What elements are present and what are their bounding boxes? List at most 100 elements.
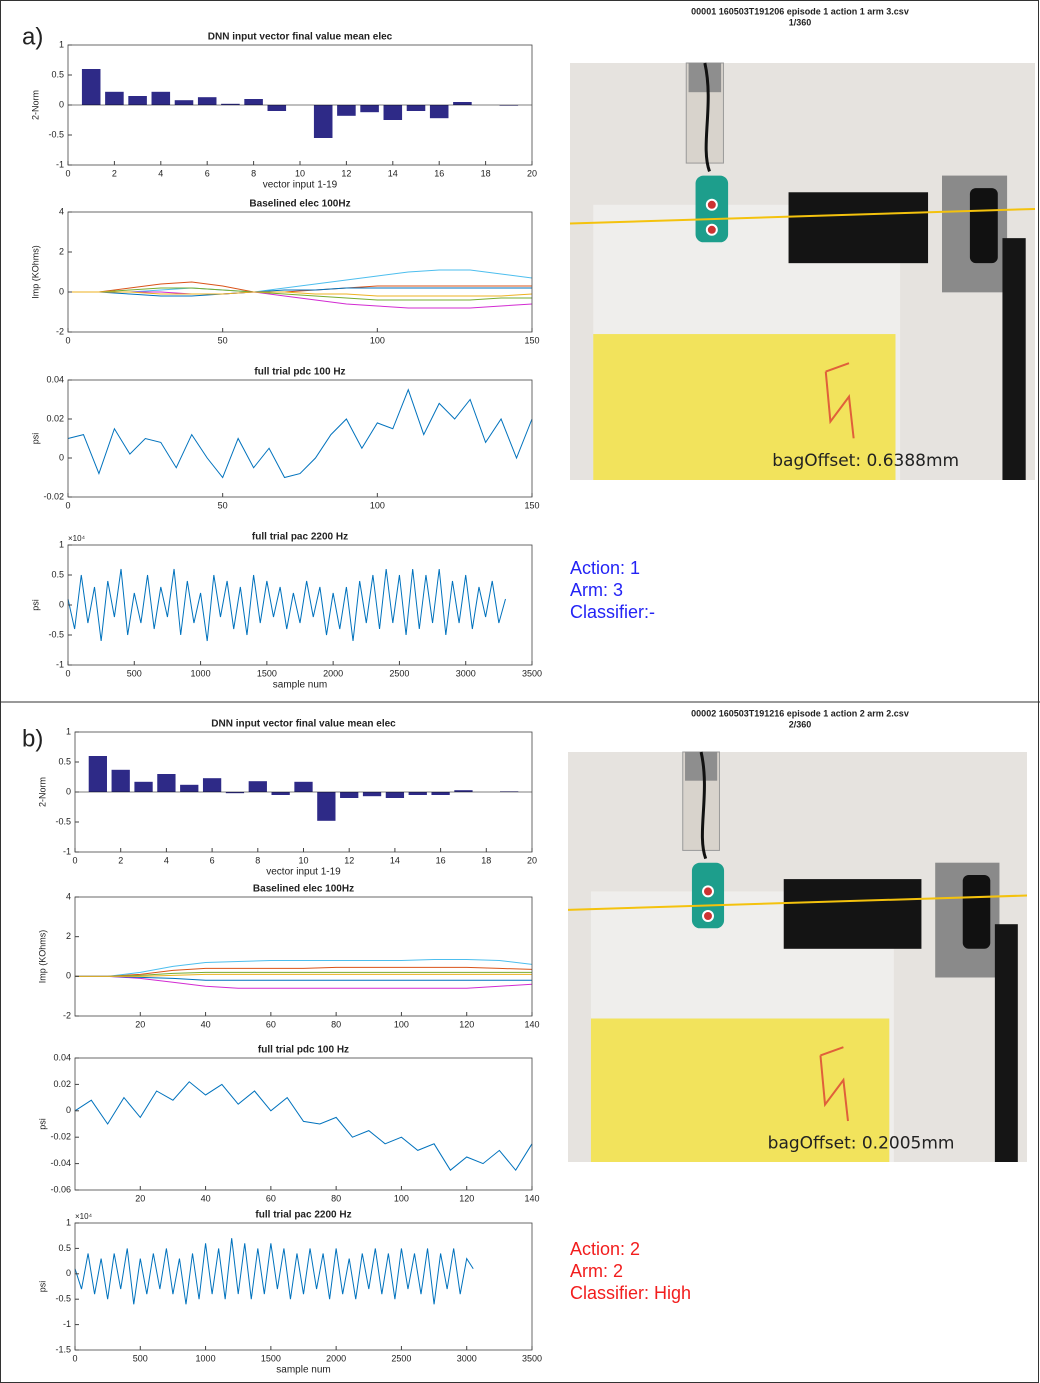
y-axis-label: psi xyxy=(37,1281,47,1293)
bar xyxy=(248,781,267,792)
x-tick-label: 100 xyxy=(394,1193,409,1203)
bar xyxy=(362,792,382,797)
file-title: 00001 160503T191206 episode 1 action 1 a… xyxy=(691,6,909,16)
stand-knob xyxy=(962,875,991,949)
line xyxy=(75,958,533,977)
cable xyxy=(703,62,711,172)
x-tick-label: 20 xyxy=(527,855,537,865)
x-tick-label: 1000 xyxy=(196,1353,216,1363)
axes-box xyxy=(74,1222,533,1351)
chart-title: full trial pdc 100 Hz xyxy=(258,1045,349,1056)
bar xyxy=(88,756,107,792)
electrode xyxy=(701,885,714,898)
electrode xyxy=(705,223,718,236)
x-tick-label: 2000 xyxy=(323,668,343,678)
chart-title: Baselined elec 100Hz xyxy=(249,199,350,210)
line xyxy=(75,966,533,977)
bar xyxy=(111,769,130,792)
y-multiplier: ×10⁴ xyxy=(68,534,86,543)
x-tick-label: 120 xyxy=(459,1193,474,1203)
bar xyxy=(454,790,473,792)
photo: bagOffset: 0.2005mm xyxy=(567,751,1028,1162)
stand-knob xyxy=(969,188,998,264)
bar xyxy=(431,792,450,795)
x-tick-label: 100 xyxy=(394,1019,409,1029)
x-tick-label: 3000 xyxy=(457,1353,477,1363)
y-tick-label: -1 xyxy=(63,846,71,856)
bar xyxy=(340,792,359,798)
bar xyxy=(406,105,426,111)
x-tick-label: 4 xyxy=(158,168,163,178)
y-tick-label: -1 xyxy=(63,1319,71,1329)
y-tick-label: 1 xyxy=(59,539,64,549)
y-tick-label: -0.5 xyxy=(48,129,64,139)
y-tick-label: 0 xyxy=(66,786,71,796)
y-tick-label: -2 xyxy=(56,326,64,336)
bar xyxy=(271,792,290,795)
bar xyxy=(134,781,153,792)
x-tick-label: 2000 xyxy=(326,1353,346,1363)
x-tick-label: 20 xyxy=(135,1193,145,1203)
line xyxy=(68,291,533,309)
line xyxy=(74,1238,474,1305)
x-tick-label: 3500 xyxy=(522,668,542,678)
y-tick-label: 0 xyxy=(59,99,64,109)
x-tick-label: 14 xyxy=(388,168,398,178)
x-tick-label: 16 xyxy=(434,168,444,178)
y-tick-label: 0.02 xyxy=(46,413,64,423)
bar xyxy=(453,102,472,105)
x-tick-label: 2500 xyxy=(389,668,409,678)
x-axis-label: sample num xyxy=(276,1365,330,1376)
y-tick-label: -0.06 xyxy=(50,1184,71,1194)
x-tick-label: 16 xyxy=(436,855,446,865)
line xyxy=(75,975,532,981)
x-tick-label: 120 xyxy=(459,1019,474,1029)
bag-line xyxy=(567,894,1028,911)
y-tick-label: -0.02 xyxy=(50,1132,71,1142)
y-tick-label: 0 xyxy=(59,599,64,609)
axes-box xyxy=(74,1057,533,1191)
bar xyxy=(128,96,147,105)
line xyxy=(75,971,532,977)
info-text: Arm: 3 xyxy=(570,580,623,600)
axes-box xyxy=(67,379,533,498)
x-tick-label: 8 xyxy=(251,168,256,178)
x-tick-label: 500 xyxy=(127,668,142,678)
info-text: Classifier: High xyxy=(570,1283,691,1303)
x-tick-label: 60 xyxy=(266,1019,276,1029)
x-tick-label: 20 xyxy=(135,1019,145,1029)
y-tick-label: 4 xyxy=(59,206,64,216)
x-tick-label: 0 xyxy=(72,855,77,865)
bar xyxy=(221,103,240,105)
y-tick-label: -1.5 xyxy=(55,1344,71,1354)
y-tick-label: 0 xyxy=(66,1268,71,1278)
y-tick-label: 1 xyxy=(66,726,71,736)
y-tick-label: 0.04 xyxy=(46,374,64,384)
x-tick-label: 1500 xyxy=(257,668,277,678)
line xyxy=(67,388,533,479)
x-tick-label: 3000 xyxy=(456,668,476,678)
y-multiplier: ×10⁴ xyxy=(75,1212,93,1221)
panel-label: b) xyxy=(22,725,43,752)
y-tick-label: 2 xyxy=(59,246,64,256)
x-tick-label: 18 xyxy=(481,855,491,865)
y-axis-label: psi xyxy=(30,599,40,611)
bag-offset: bagOffset: 0.2005mm xyxy=(768,1134,955,1154)
line xyxy=(68,269,533,293)
axes-box xyxy=(67,211,533,333)
x-tick-label: 6 xyxy=(205,168,210,178)
chart-title: DNN input vector final value mean elec xyxy=(208,32,393,43)
y-axis-label: 2-Norm xyxy=(37,777,47,807)
y-tick-label: 0.5 xyxy=(51,569,64,579)
x-tick-label: 12 xyxy=(344,855,354,865)
y-tick-label: 1 xyxy=(59,39,64,49)
chart-title: DNN input vector final value mean elec xyxy=(211,719,396,730)
x-tick-label: 150 xyxy=(524,500,539,510)
x-tick-label: 0 xyxy=(72,1353,77,1363)
bar xyxy=(151,91,171,105)
line xyxy=(74,1081,533,1172)
chart-title: full trial pac 2200 Hz xyxy=(255,1210,351,1221)
bar xyxy=(313,105,333,138)
bar xyxy=(81,69,101,105)
x-tick-label: 80 xyxy=(331,1193,341,1203)
